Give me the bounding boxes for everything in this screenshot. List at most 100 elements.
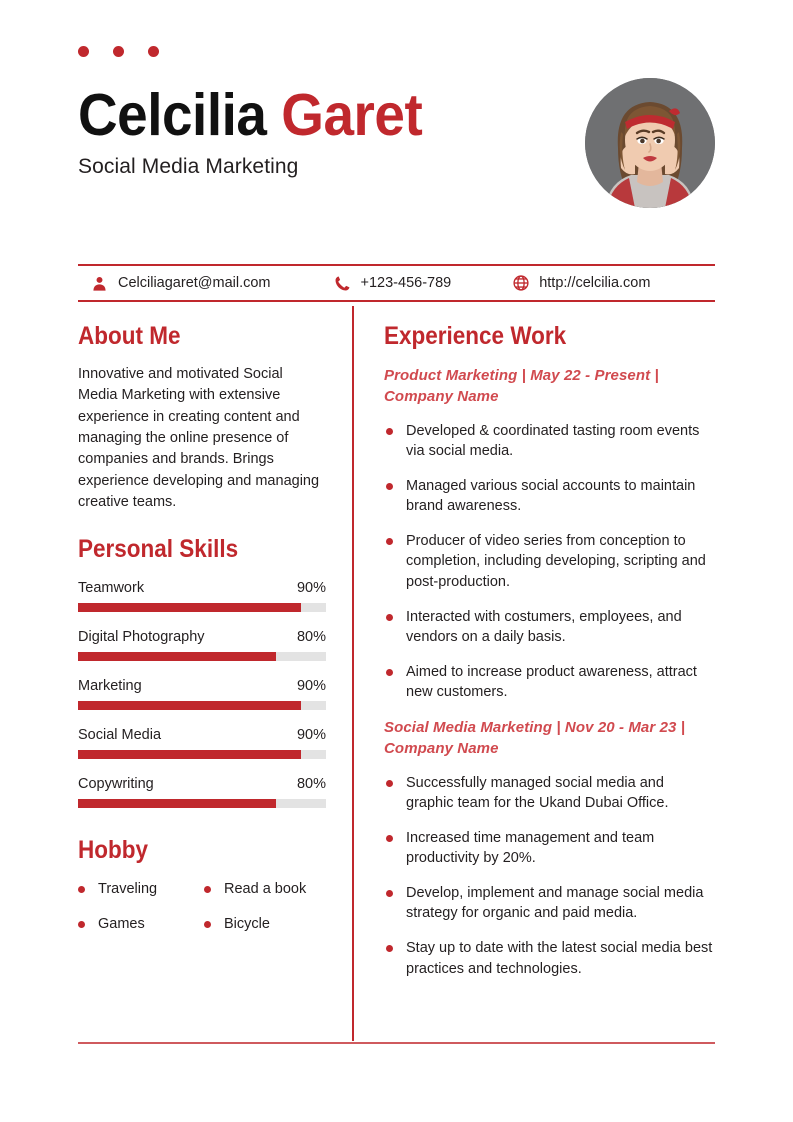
- contact-website-text: http://celcilia.com: [539, 275, 651, 291]
- skill-value: 90%: [296, 727, 326, 744]
- skill-value: 90%: [296, 580, 326, 597]
- header: Celcilia Garet Social Media Marketing: [78, 78, 715, 216]
- hobby-title: Hobby: [78, 836, 149, 865]
- experience-job: Social Media Marketing | Nov 20 - Mar 23…: [384, 717, 714, 979]
- bullet-icon: [78, 885, 85, 893]
- contact-phone-text: +123-456-789: [360, 275, 452, 291]
- job-bullet: Develop, implement and manage social med…: [384, 883, 714, 924]
- bullet-icon: [204, 885, 211, 893]
- about-me-text: Innovative and motivated Social Media Ma…: [78, 366, 320, 510]
- hobby-list: Traveling Read a book Games Bicycle: [78, 881, 326, 932]
- skill-value: 90%: [296, 678, 326, 695]
- list-item: Bicycle: [204, 916, 326, 932]
- bullet-icon: [386, 537, 393, 545]
- job-bullet-text: Successfully managed social media and gr…: [406, 774, 669, 812]
- person-icon: [90, 274, 109, 293]
- skill-label: Teamwork: [78, 580, 145, 597]
- column-divider: [352, 306, 354, 1041]
- job-bullet: Aimed to increase product awareness, att…: [384, 662, 714, 703]
- job-bullet-text: Develop, implement and manage social med…: [406, 884, 704, 922]
- skill-progress-track: [78, 799, 326, 809]
- page-title: Celcilia Garet: [78, 86, 670, 145]
- skill-label: Social Media: [78, 727, 162, 744]
- skill-item: Social Media 90%: [78, 727, 326, 760]
- job-bullet-text: Managed various social accounts to maint…: [406, 477, 696, 515]
- skill-progress-fill: [78, 799, 277, 809]
- skill-progress-track: [78, 701, 326, 711]
- hobby-label: Games: [98, 916, 145, 933]
- bullet-icon: [204, 920, 211, 928]
- skill-label: Copywriting: [78, 776, 154, 793]
- hobby-label: Read a book: [224, 881, 307, 898]
- hobby-label: Bicycle: [224, 916, 270, 933]
- phone-icon: [333, 274, 352, 293]
- skill-progress-track: [78, 750, 326, 760]
- contact-email-text: Celciliagaret@mail.com: [118, 275, 271, 291]
- job-bullet: Interacted with costumers, employees, an…: [384, 607, 714, 648]
- job-bullet-text: Developed & coordinated tasting room eve…: [406, 422, 700, 460]
- first-name: Celcilia: [78, 82, 267, 148]
- skill-item: Marketing 90%: [78, 678, 326, 711]
- list-item: Games: [78, 916, 204, 932]
- job-bullet: Managed various social accounts to maint…: [384, 476, 714, 517]
- job-role-subtitle: Social Media Marketing: [78, 155, 299, 178]
- job-bullet-text: Interacted with costumers, employees, an…: [406, 608, 682, 646]
- skill-progress-fill: [78, 603, 302, 613]
- bullet-icon: [386, 779, 393, 787]
- job-heading: Product Marketing | May 22 - Present | C…: [384, 367, 659, 406]
- decorative-dots: [78, 46, 159, 57]
- left-column: About Me Innovative and motivated Social…: [78, 322, 326, 932]
- avatar: [585, 78, 715, 208]
- experience-work-title: Experience Work: [384, 322, 567, 350]
- skill-progress-fill: [78, 652, 277, 662]
- skill-item: Teamwork 90%: [78, 580, 326, 613]
- job-bullet: Increased time management and team produ…: [384, 828, 714, 869]
- job-bullet-text: Stay up to date with the latest social m…: [406, 940, 713, 977]
- last-name: Garet: [281, 82, 423, 148]
- right-column: Experience Work Product Marketing | May …: [384, 322, 714, 993]
- bottom-divider: [78, 1042, 715, 1044]
- skill-progress-fill: [78, 701, 302, 711]
- dot-2: [113, 46, 124, 57]
- skill-progress-fill: [78, 750, 302, 760]
- skill-value: 80%: [296, 629, 326, 646]
- dot-3: [148, 46, 159, 57]
- personal-skills-title: Personal Skills: [78, 535, 239, 564]
- globe-icon: [511, 274, 530, 293]
- job-bullet: Developed & coordinated tasting room eve…: [384, 421, 714, 462]
- bullet-icon: [386, 482, 393, 490]
- job-bullet-list: Successfully managed social media and gr…: [384, 773, 714, 980]
- bullet-icon: [386, 889, 393, 897]
- job-bullet-text: Increased time management and team produ…: [406, 829, 655, 867]
- list-item: Traveling: [78, 881, 204, 897]
- skill-item: Copywriting 80%: [78, 776, 326, 809]
- job-heading: Social Media Marketing | Nov 20 - Mar 23…: [384, 718, 686, 758]
- job-bullet: Producer of video series from conception…: [384, 531, 714, 593]
- skill-label: Marketing: [78, 678, 142, 695]
- job-bullet: Stay up to date with the latest social m…: [384, 938, 714, 979]
- contact-bar: Celciliagaret@mail.com +123-456-789: [78, 264, 715, 302]
- personal-skills-section: Personal Skills Teamwork 90% Digital Pho…: [78, 535, 326, 809]
- experience-job: Product Marketing | May 22 - Present | C…: [384, 365, 714, 703]
- contact-email[interactable]: Celciliagaret@mail.com: [90, 274, 271, 293]
- hobby-section: Hobby Traveling Read a book Games Bicycl…: [78, 836, 326, 932]
- skill-progress-track: [78, 603, 326, 613]
- bullet-icon: [386, 945, 393, 953]
- portrait-photo-icon: [585, 78, 715, 208]
- job-bullet: Successfully managed social media and gr…: [384, 773, 714, 814]
- dot-1: [78, 46, 89, 57]
- hobby-label: Traveling: [98, 881, 158, 898]
- about-me-title: About Me: [78, 322, 181, 350]
- bullet-icon: [386, 613, 393, 621]
- skill-item: Digital Photography 80%: [78, 629, 326, 662]
- bullet-icon: [386, 427, 393, 435]
- job-bullet-list: Developed & coordinated tasting room eve…: [384, 421, 714, 703]
- bullet-icon: [386, 834, 393, 842]
- skill-value: 80%: [296, 776, 326, 793]
- job-bullet-text: Aimed to increase product awareness, att…: [406, 663, 697, 701]
- contact-website[interactable]: http://celcilia.com: [511, 274, 650, 293]
- list-item: Read a book: [204, 881, 326, 897]
- contact-phone[interactable]: +123-456-789: [333, 274, 452, 293]
- skill-progress-track: [78, 652, 326, 662]
